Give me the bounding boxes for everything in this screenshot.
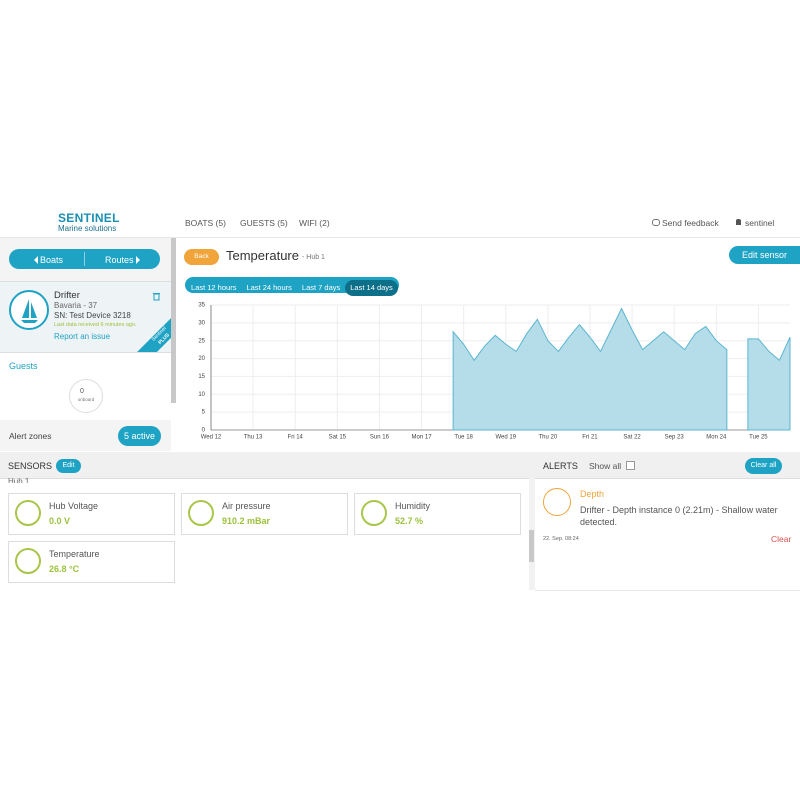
edit-sensor-button[interactable]: Edit sensor: [729, 246, 800, 264]
sensor-card[interactable]: Air pressure 910.2 mBar: [181, 493, 348, 535]
boats-button[interactable]: Boats: [40, 255, 64, 265]
y-tick-label: 35: [198, 303, 205, 309]
y-tick-label: 0: [202, 428, 206, 434]
clear-all[interactable]: Clear all: [745, 458, 782, 474]
y-tick-label: 25: [198, 338, 205, 344]
last-data: Last data received 6 minutes ago.: [54, 322, 137, 328]
sensor-name: Temperature: [49, 549, 100, 559]
header-divider: [0, 237, 800, 238]
delete-icon[interactable]: [152, 291, 161, 301]
sail-icon: [21, 299, 38, 323]
sensor-card[interactable]: Hub Voltage 0.0 V: [8, 493, 175, 535]
area: [747, 336, 791, 431]
alert-message: Drifter - Depth instance 0 (2.21m) - Sha…: [580, 505, 778, 527]
x-tick-label: Sun 16: [370, 435, 390, 441]
boat-card[interactable]: Drifter Bavaria - 37 SN: Test Device 321…: [0, 281, 171, 353]
alert-date: 22. Sep. 08:24: [543, 536, 579, 542]
x-tick-label: Thu 20: [539, 435, 558, 441]
alert-zones-title: Alert zones: [9, 431, 52, 441]
boat-serial: SN: Test Device 3218: [54, 311, 131, 320]
chevron-right: [136, 256, 140, 264]
alerts-bottom: [535, 590, 800, 591]
x-tick-label: Sep 23: [665, 435, 685, 441]
sensor-icon: [188, 500, 214, 526]
x-tick-label: Tue 18: [454, 435, 473, 441]
area: [452, 307, 728, 431]
boat-model: Bavaria - 37: [54, 301, 98, 310]
user-icon: [736, 219, 741, 225]
sensors-title: SENSORS: [8, 461, 53, 471]
sensor-name: Hub Voltage: [49, 501, 99, 511]
x-tick-label: Fri 21: [582, 435, 598, 441]
range-selector: Last 12 hours Last 24 hours Last 7 days Las…: [185, 277, 399, 296]
y-tick-label: 5: [202, 410, 206, 416]
y-tick-label: 30: [198, 320, 205, 326]
x-tick-label: Sat 22: [623, 435, 641, 441]
logo[interactable]: SENTINEL: [58, 211, 120, 225]
sensor-icon: [361, 500, 387, 526]
report-link[interactable]: Report an issue: [54, 332, 111, 341]
y-tick-label: 20: [198, 356, 205, 362]
range-button[interactable]: Last 24 hours: [246, 283, 292, 292]
sensor-subtitle: - Hub 1: [302, 254, 325, 261]
sensor-value: 52.7 %: [395, 516, 424, 526]
feedback-icon: [652, 219, 660, 226]
user-menu[interactable]: sentinel: [745, 218, 775, 228]
alert-clear[interactable]: Clear: [771, 534, 792, 544]
x-tick-label: Wed 19: [495, 435, 516, 441]
chevron-left: [34, 256, 38, 264]
sensor-value: 0.0 V: [49, 516, 71, 526]
guests-title: Guests: [9, 361, 38, 371]
x-tick-label: Fri 14: [288, 435, 304, 441]
range-button[interactable]: Last 12 hours: [191, 283, 237, 292]
routes-button[interactable]: Routes: [105, 255, 134, 265]
x-tick-label: Tue 25: [749, 435, 768, 441]
back-button[interactable]: Back: [184, 249, 219, 265]
hub-label: Hub 1: [8, 477, 30, 483]
sensor-name: Air pressure: [222, 501, 271, 511]
temperature-chart: 0 5 10 15 20 25 30 35 Wed 12 Thu 13 Fri 14 Sat 15 Su…: [198, 303, 791, 441]
boat-name: Drifter: [54, 290, 80, 301]
guests-label: onboard: [77, 397, 95, 402]
y-tick-label: 15: [198, 374, 205, 380]
x-tick-label: Wed 12: [201, 435, 222, 441]
sensor-value: 26.8 °C: [49, 564, 80, 574]
sensors-edit[interactable]: Edit: [56, 459, 81, 473]
button-divider: [84, 252, 85, 266]
sensor-icon: [15, 500, 41, 526]
nav-guests[interactable]: GUESTS (5): [240, 218, 288, 228]
plus-badge: Sentinel PLUS: [135, 310, 171, 352]
sensor-name: Humidity: [395, 501, 431, 511]
alerts-title: ALERTS: [543, 461, 578, 471]
feedback[interactable]: Send feedback: [662, 218, 719, 228]
show-all[interactable]: Show all: [589, 461, 622, 471]
sidebar-scrollbar: [171, 238, 176, 403]
guests-badge: [69, 379, 103, 413]
boat-icon: [9, 290, 49, 330]
show-all-checkbox[interactable]: [626, 461, 635, 470]
x-tick-label: Sat 15: [329, 435, 347, 441]
nav-boats[interactable]: BOATS (5): [185, 218, 226, 228]
sensor-icon: [15, 548, 41, 574]
x-tick-label: Mon 17: [412, 435, 433, 441]
alert-icon: [543, 488, 571, 516]
sensor-card[interactable]: Temperature 26.8 °C: [8, 541, 175, 583]
x-tick-label: Thu 13: [244, 435, 263, 441]
range-button[interactable]: Last 7 days: [301, 283, 341, 292]
sensor-card[interactable]: Humidity 52.7 %: [354, 493, 521, 535]
scroll-thumb: [529, 530, 534, 562]
tagline: Marine solutions: [58, 224, 117, 233]
y-tick-label: 10: [198, 392, 205, 398]
alert-zones-button[interactable]: 5 active: [118, 426, 161, 446]
x-tick-label: Mon 24: [706, 435, 727, 441]
range-button[interactable]: Last 14 days: [345, 280, 398, 296]
nav-wifi[interactable]: WIFI (2): [299, 218, 330, 228]
sensor-value: 910.2 mBar: [222, 516, 271, 526]
sensor-title: Temperature: [226, 248, 299, 263]
guests-count: 0: [80, 388, 84, 395]
bottom-bar: [0, 452, 800, 479]
alert-title: Depth: [580, 489, 605, 499]
